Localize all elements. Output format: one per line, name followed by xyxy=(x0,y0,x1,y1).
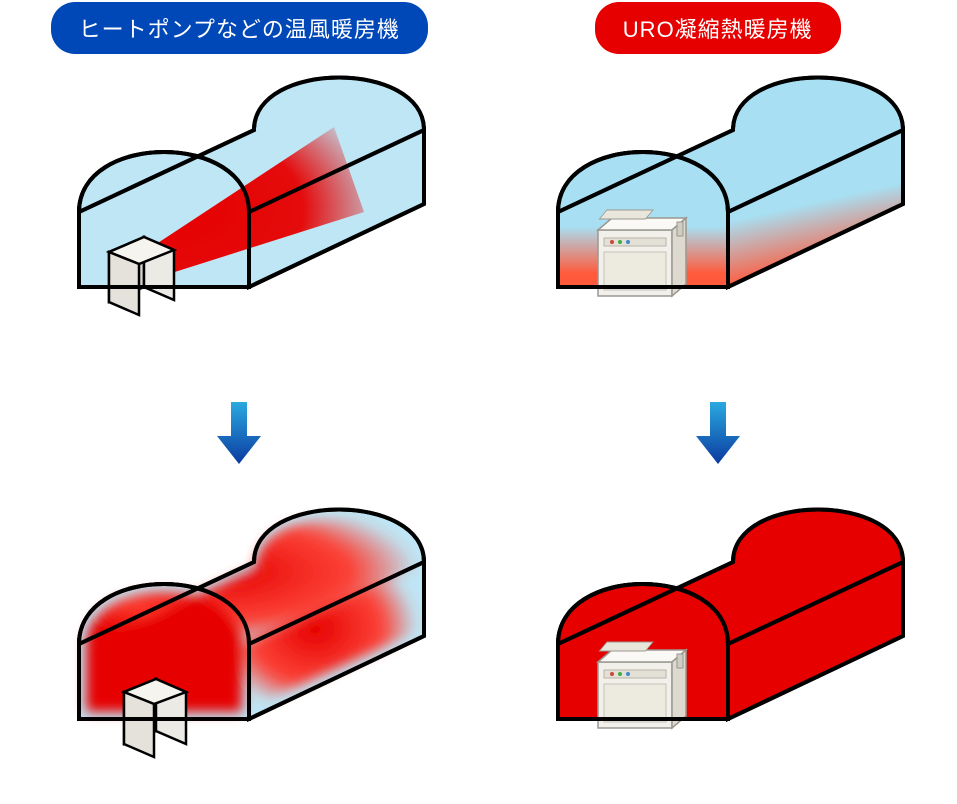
down-arrow-right xyxy=(696,402,740,464)
panel-bottom-right xyxy=(489,464,947,804)
panel-top-right xyxy=(489,62,947,402)
uro-unit xyxy=(598,210,686,296)
header-left: ヒートポンプなどの温風暖房機 xyxy=(51,2,428,54)
panel-bottom-left xyxy=(10,464,468,804)
uro-unit xyxy=(598,642,686,728)
header-right: URO凝縮熱暖房機 xyxy=(595,2,841,54)
panel-top-left xyxy=(10,62,468,402)
heater-box xyxy=(109,237,174,315)
down-arrow-left xyxy=(217,402,261,464)
